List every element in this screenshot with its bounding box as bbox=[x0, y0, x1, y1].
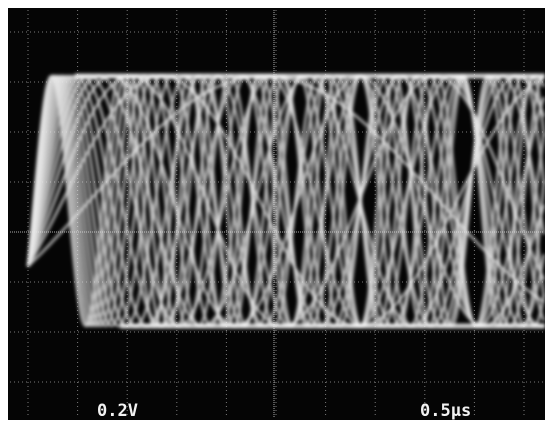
volts-per-div: 0.2V bbox=[97, 401, 138, 421]
trace bbox=[26, 74, 545, 328]
trace bbox=[26, 74, 545, 328]
trace bbox=[26, 74, 545, 328]
time-per-div: 0.5μs bbox=[420, 401, 471, 421]
trace bbox=[26, 74, 545, 328]
trace bbox=[26, 74, 545, 328]
trace bbox=[26, 74, 545, 328]
waveform-traces bbox=[26, 73, 545, 329]
